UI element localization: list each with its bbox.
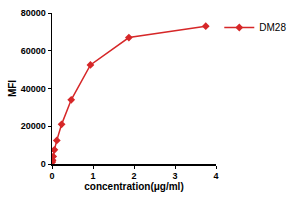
svg-text:20000: 20000 xyxy=(21,121,46,131)
svg-text:DM28: DM28 xyxy=(259,22,286,33)
svg-text:4: 4 xyxy=(213,171,218,181)
svg-text:2: 2 xyxy=(131,171,136,181)
svg-text:0: 0 xyxy=(41,159,46,169)
svg-text:concentration(μg/ml): concentration(μg/ml) xyxy=(84,181,183,192)
svg-text:60000: 60000 xyxy=(21,46,46,56)
svg-text:80000: 80000 xyxy=(21,8,46,18)
svg-text:MFI: MFI xyxy=(7,80,18,97)
svg-text:1: 1 xyxy=(90,171,95,181)
svg-text:0: 0 xyxy=(49,171,54,181)
svg-text:40000: 40000 xyxy=(21,84,46,94)
svg-text:3: 3 xyxy=(172,171,177,181)
